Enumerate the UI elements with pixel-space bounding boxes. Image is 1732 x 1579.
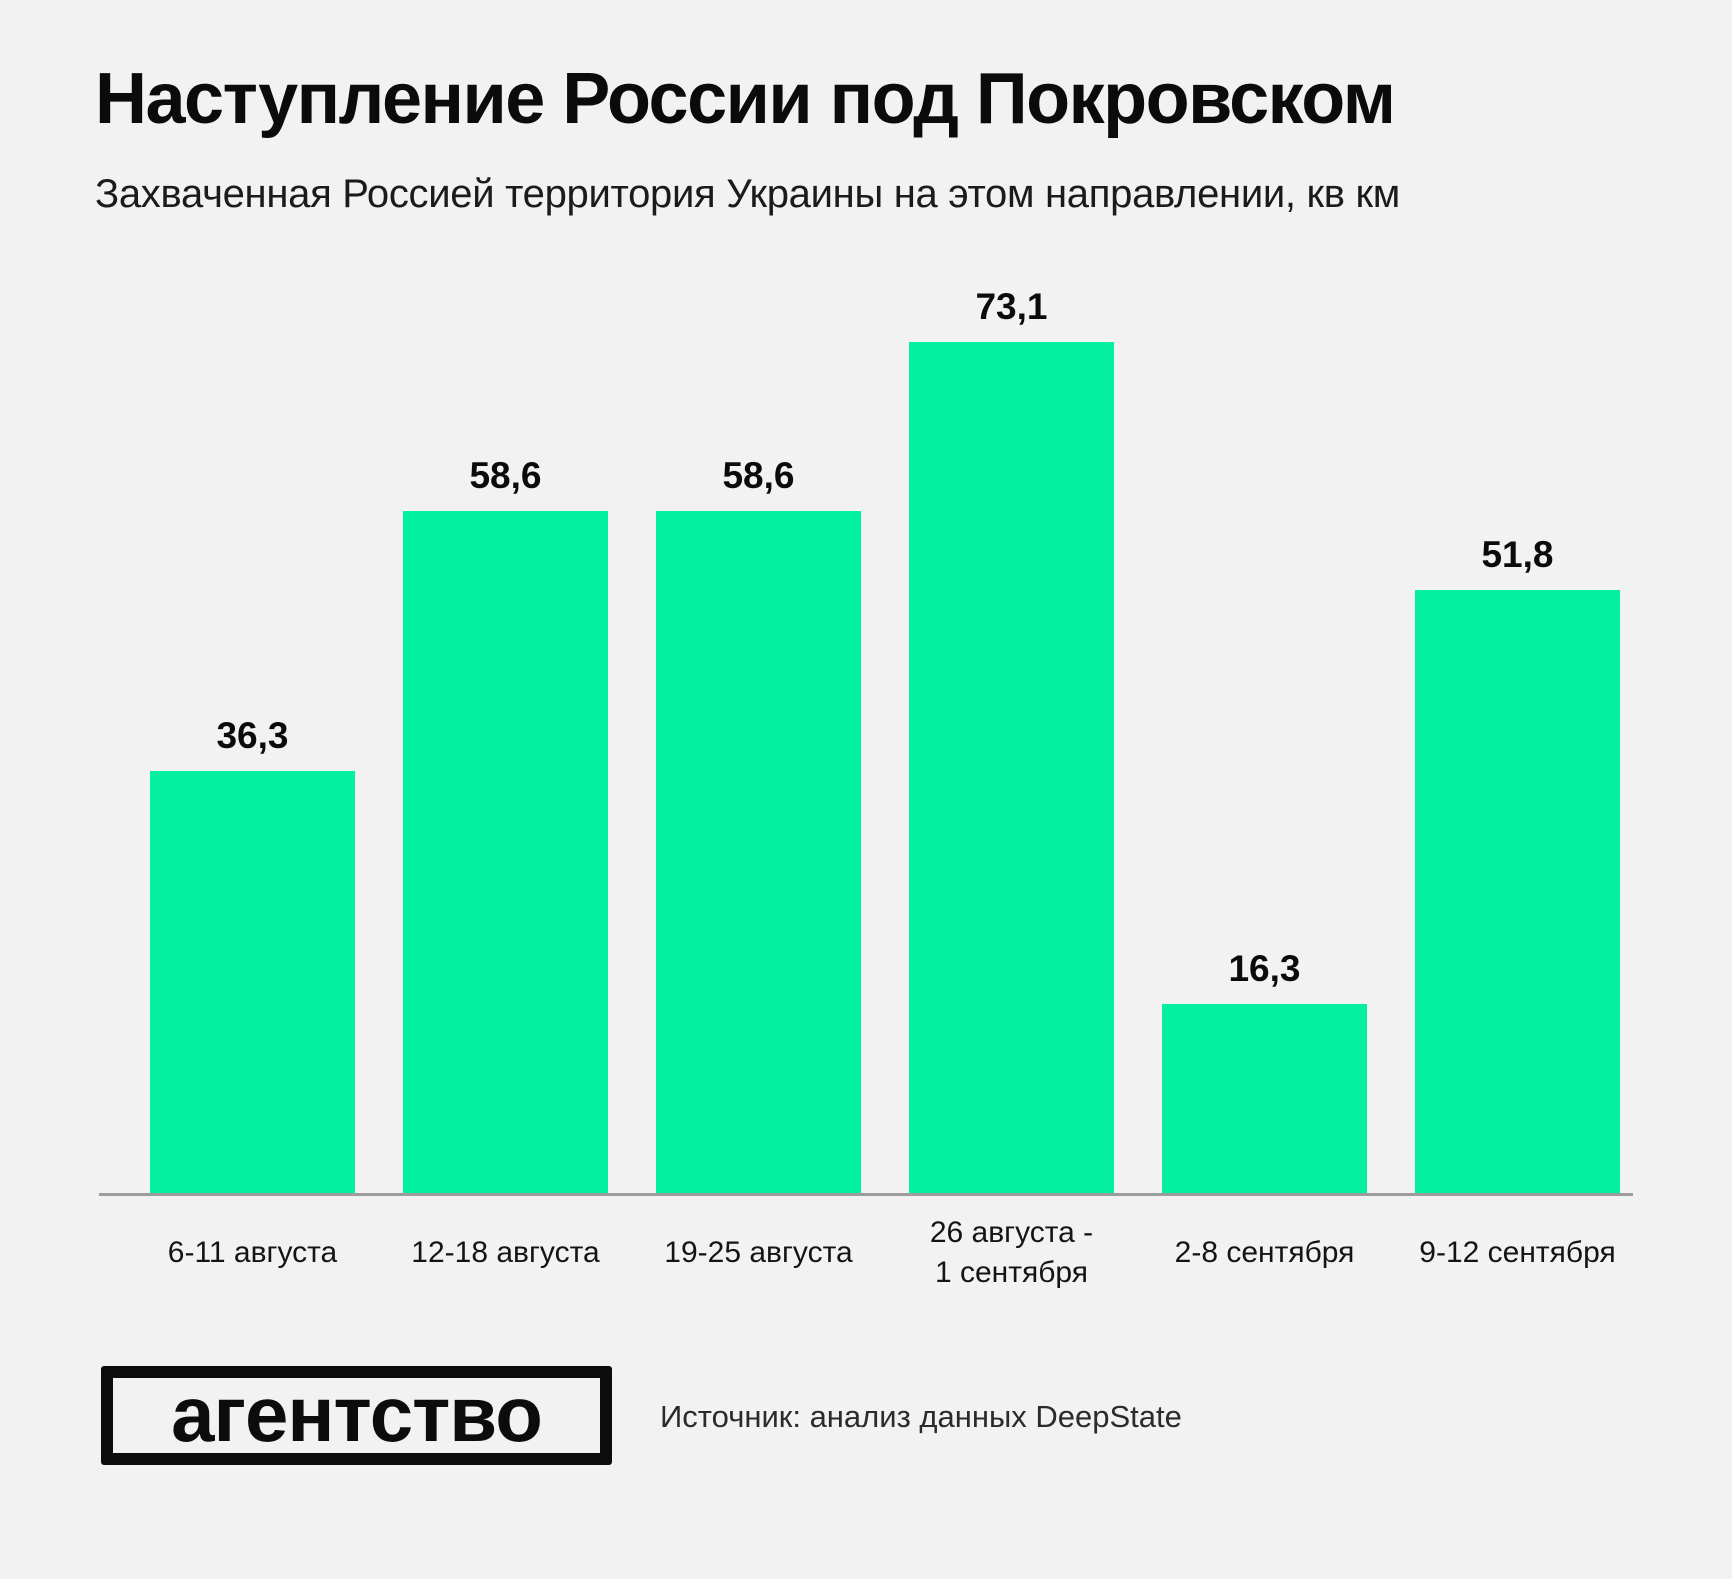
bar-value-label: 73,1	[975, 286, 1048, 327]
x-axis-label: 6-11 августа	[167, 1236, 338, 1269]
bars-row: 36,3 58,6 58,6 73,1 16,3 51,8	[150, 274, 1620, 1194]
bar-column: 58,6	[403, 455, 608, 1194]
x-axis-labels-row: 6-11 августа 12-18 августа 19-25 августа 26…	[150, 1210, 1620, 1296]
logo-text: агентство	[171, 1369, 543, 1458]
bar-value-label: 16,3	[1228, 948, 1301, 989]
bar	[1415, 590, 1620, 1194]
bar	[656, 511, 861, 1194]
bar-column: 16,3	[1162, 948, 1367, 1194]
chart-title: Наступление России под Покровском	[95, 59, 1396, 139]
x-axis-line	[99, 1193, 1633, 1196]
source-attribution: Источник: анализ данных DeepState	[660, 1399, 1182, 1434]
bar-value-label: 51,8	[1481, 534, 1554, 575]
bar-value-label: 58,6	[469, 455, 542, 496]
bar-value-label: 58,6	[722, 455, 795, 496]
bar-column: 58,6	[656, 455, 861, 1194]
bar-column: 73,1	[909, 286, 1114, 1194]
x-axis-label: 26 августа - 1 сентября	[929, 1216, 1094, 1289]
bar	[403, 511, 608, 1194]
agentstvo-logo: агентство	[101, 1366, 612, 1465]
x-axis-label: 9-12 сентября	[1419, 1236, 1616, 1269]
bar	[1162, 1004, 1367, 1194]
bar-value-label: 36,3	[216, 715, 289, 756]
bar	[150, 771, 355, 1194]
x-axis-label: 12-18 августа	[411, 1236, 600, 1269]
bar-column: 36,3	[150, 715, 355, 1194]
x-axis-label: 2-8 сентября	[1174, 1236, 1355, 1269]
chart-subtitle: Захваченная Россией территория Украины н…	[95, 172, 1400, 216]
bar	[909, 342, 1114, 1194]
x-axis-label: 19-25 августа	[664, 1236, 853, 1269]
bar-column: 51,8	[1415, 534, 1620, 1194]
